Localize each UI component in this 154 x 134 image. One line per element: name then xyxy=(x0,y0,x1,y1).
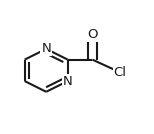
Text: O: O xyxy=(87,28,98,41)
Text: N: N xyxy=(41,42,51,55)
Text: Cl: Cl xyxy=(114,66,127,79)
Text: N: N xyxy=(63,75,73,88)
